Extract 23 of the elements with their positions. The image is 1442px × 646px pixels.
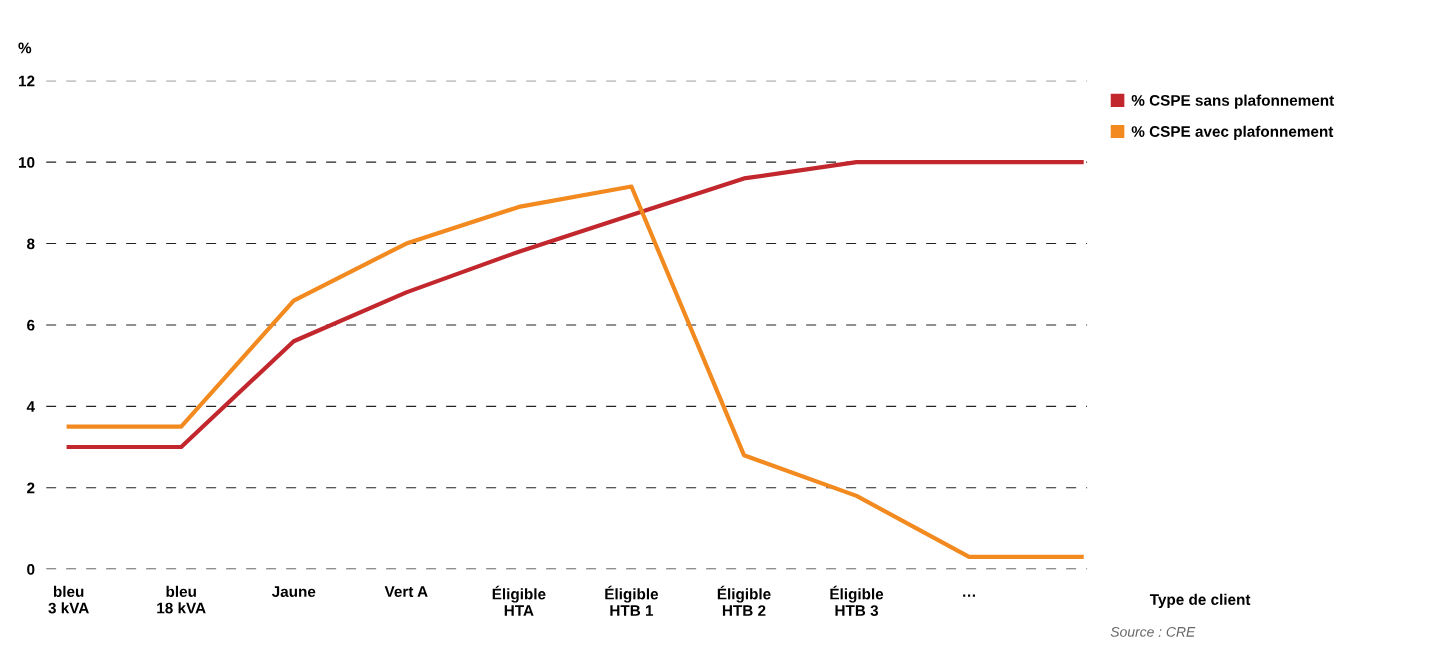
y-tick-label: 10	[19, 157, 35, 168]
x-tick-label: …	[963, 594, 975, 597]
source-note: Source : CRE	[1110, 626, 1196, 637]
line-series	[66, 160, 1084, 450]
y-tick-label: 0	[27, 563, 35, 575]
x-tick-label: bleu 18 kVA	[157, 585, 206, 614]
y-tick-label: 6	[27, 319, 35, 331]
x-tick-label: bleu 3 kVA	[48, 585, 89, 614]
x-tick-label: Éligible HTB 1	[605, 585, 659, 616]
y-axis-title: %	[18, 42, 32, 54]
y-tick-label: 8	[27, 238, 35, 250]
y-tick-label: 12	[19, 75, 35, 87]
y-tick-label: 2	[27, 482, 35, 494]
x-axis-title: Type de client	[1149, 593, 1251, 608]
x-tick-label: Éligible HTA	[492, 585, 546, 616]
legend-label: % CSPE sans plafonnement	[1131, 94, 1334, 109]
x-tick-label: Éligible HTB 3	[830, 585, 884, 617]
y-tick-label: 4	[26, 401, 35, 412]
line-series	[66, 184, 1084, 560]
x-tick-label: Jaune	[271, 586, 316, 598]
legend-label: % CSPE avec plafonnement	[1131, 125, 1334, 140]
x-tick-label: Éligible HTB 2	[717, 585, 771, 616]
x-tick-label: Vert A	[384, 586, 428, 598]
